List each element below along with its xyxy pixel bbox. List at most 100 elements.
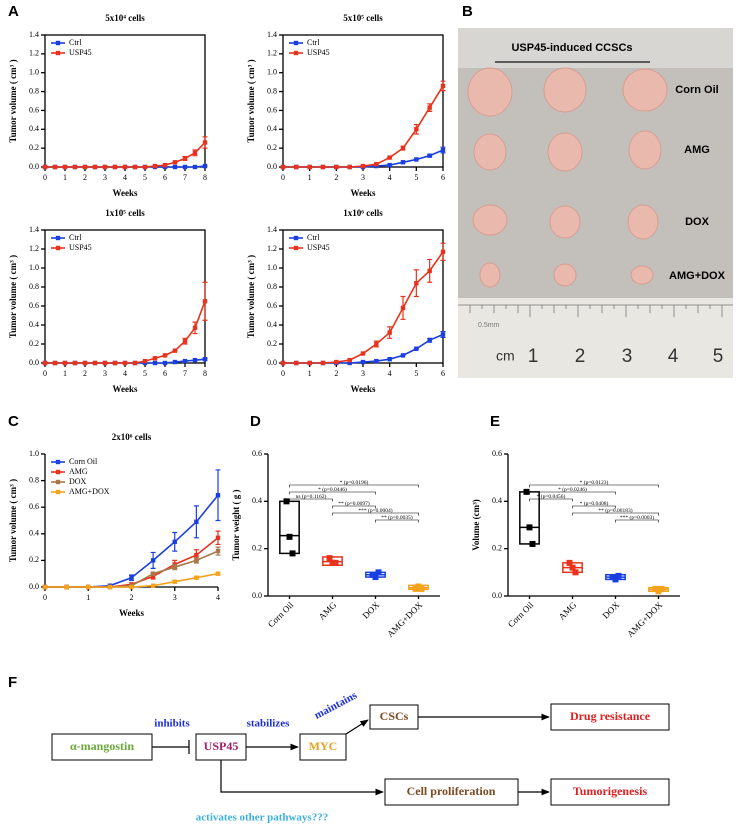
point [172,164,178,170]
tumor [553,263,577,287]
point [375,569,382,576]
x-tick-label: 2 [130,593,134,602]
tumor [622,68,668,112]
point [374,358,379,364]
x-tick-label: 4 [123,369,127,378]
point [194,558,199,563]
row-label: AMG+DOX [669,270,726,282]
x-tick-label: 4 [123,173,127,182]
point [152,356,158,361]
row-label: DOX [685,216,710,228]
point [172,579,177,584]
point [427,153,432,158]
point [92,360,98,366]
point [202,299,208,304]
tumors [467,67,668,288]
y-tick-label: 1.4 [267,30,277,39]
significance-bracket [289,498,333,502]
node: CSCs [380,709,409,723]
y-tick-label: 0.0 [252,591,262,600]
significance-label: * (p=0.0456) [537,493,566,500]
point [307,164,312,170]
point [374,341,379,347]
point [334,164,339,170]
x-tick-label: 1 [63,173,67,182]
y-tick-label: 0.8 [267,282,277,291]
x-tick-label: 2 [83,369,87,378]
point [347,357,352,363]
point [400,305,406,311]
point [42,584,48,590]
legend-marker [293,50,299,56]
significance-bracket [529,491,616,495]
legend-marker [293,245,299,251]
edge-label: maintains [312,689,359,722]
point [286,533,293,540]
node: USP45 [204,739,239,753]
point [52,360,58,366]
panel-label: B [462,3,473,20]
x-axis-label: Weeks [112,188,137,198]
legend-marker [55,245,61,251]
ruler [458,298,733,378]
y-axis-label: Tumor volume ( cm³ ) [8,255,18,338]
point [414,127,419,132]
x-axis-label: Weeks [350,384,375,394]
point [150,571,156,576]
panel-label: D [250,413,261,430]
legend-label: Ctrl [307,233,320,242]
significance-label: *** (p=0.0003) [620,514,654,521]
node: Drug resistance [570,709,651,723]
point [440,249,446,255]
y-axis-label: Tumor volume ( cm³ ) [246,59,256,142]
point [569,564,576,571]
point [129,584,134,590]
inhibit-arrow [152,740,190,754]
point [320,360,326,366]
y-tick-label: 0.6 [29,105,39,114]
point [132,164,138,170]
point [320,164,326,170]
point [215,571,221,576]
x-tick-label: 5 [143,369,147,378]
node-box [369,704,419,730]
series-line [45,494,219,588]
y-tick-label: 0.8 [267,86,277,95]
point [192,150,198,156]
point [294,164,299,170]
panel-label: C [8,413,19,430]
node: MYC [309,739,338,753]
x-tick-label: DOX [601,599,622,620]
y-tick-label: 0.4 [29,320,39,329]
point [182,338,188,344]
y-tick-label: 0.2 [29,339,39,348]
legend-label: USP45 [307,48,330,57]
node-box [550,778,670,806]
chart-title: 5x10⁴ cells [105,13,145,23]
x-tick-label: 2 [334,369,338,378]
legend-label: Corn Oil [69,457,98,466]
legend-marker [55,469,61,475]
legend-label: USP45 [307,243,330,252]
point [129,575,134,580]
y-tick-label: 0.4 [29,124,39,133]
y-tick-label: 0.2 [267,143,277,152]
y-tick-label: 1.2 [267,244,277,253]
point [347,360,352,366]
x-tick-label: 6 [441,173,445,182]
y-tick-label: 1.2 [29,244,39,253]
ruler-number: 5 [713,346,724,367]
x-tick-label: 3 [173,593,177,602]
point [566,559,573,566]
point [150,574,156,579]
ruler-ticks [458,304,733,317]
x-axis-label: Weeks [119,608,144,618]
y-tick-label: 0.2 [252,543,262,552]
significance-bracket [332,512,419,516]
x-tick-label: 2 [83,173,87,182]
point [440,83,446,89]
x-tick-label: AMG+DOX [625,599,665,639]
point [64,584,69,590]
x-tick-label: 5 [414,173,418,182]
